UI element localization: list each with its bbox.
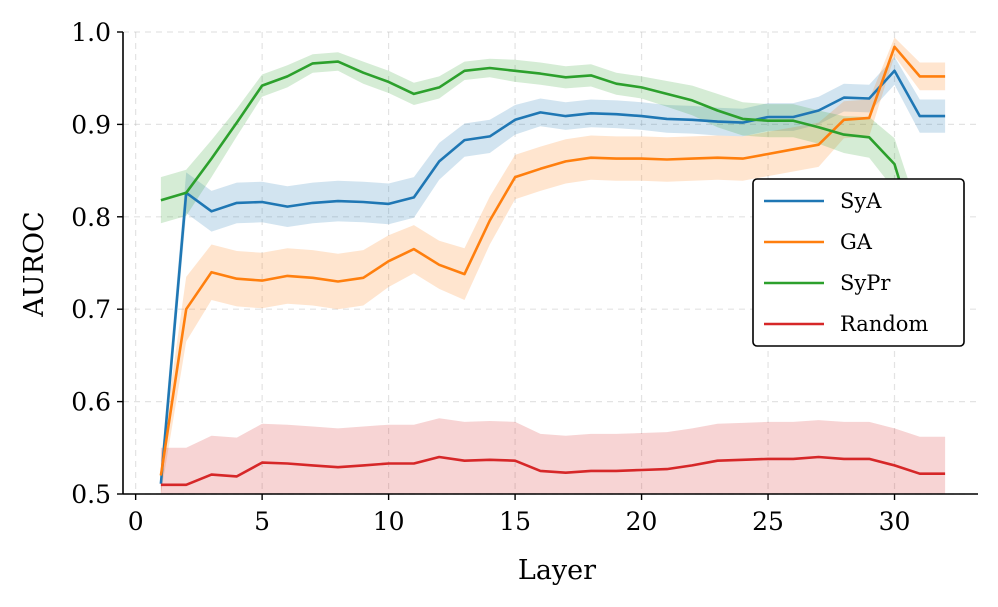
confidence-bands (160, 37, 946, 495)
x-tick-label: 20 (626, 507, 658, 536)
y-tick-label: 0.9 (71, 110, 111, 139)
band-random (160, 418, 946, 494)
legend-label-sypr: SyPr (840, 271, 891, 295)
band-sya (160, 56, 946, 495)
x-tick-label: 30 (879, 507, 911, 536)
legend-label-random: Random (840, 312, 928, 336)
band-sypr (160, 52, 946, 280)
x-tick-label: 0 (128, 507, 144, 536)
legend-label-sya: SyA (840, 189, 882, 213)
legend-box (752, 178, 965, 347)
series-lines (159, 45, 946, 487)
line-sypr (160, 60, 946, 249)
x-tick-label: 15 (499, 507, 531, 536)
y-tick-label: 0.7 (71, 295, 111, 324)
y-tick-label: 0.6 (71, 388, 111, 417)
x-tick-label: 25 (752, 507, 784, 536)
line-ga (159, 45, 946, 476)
line-sya (159, 69, 946, 484)
line-random (160, 455, 946, 487)
legend: SyA GA SyPr Random (752, 178, 965, 347)
y-tick-label: 1.0 (71, 18, 111, 47)
band-ga (160, 37, 946, 494)
legend-label-ga: GA (840, 230, 873, 254)
y-axis-label: AUROC (19, 211, 50, 317)
x-tick-label: 5 (254, 507, 270, 536)
x-tick-label: 10 (373, 507, 405, 536)
y-tick-label: 0.8 (71, 203, 111, 232)
ticks: 0 5 10 15 20 25 30 0.5 0.6 0.7 0.8 0.9 1.0 (71, 18, 910, 536)
x-axis-label: Layer (518, 555, 596, 586)
axes (122, 32, 978, 495)
y-tick-label: 0.5 (71, 480, 111, 509)
